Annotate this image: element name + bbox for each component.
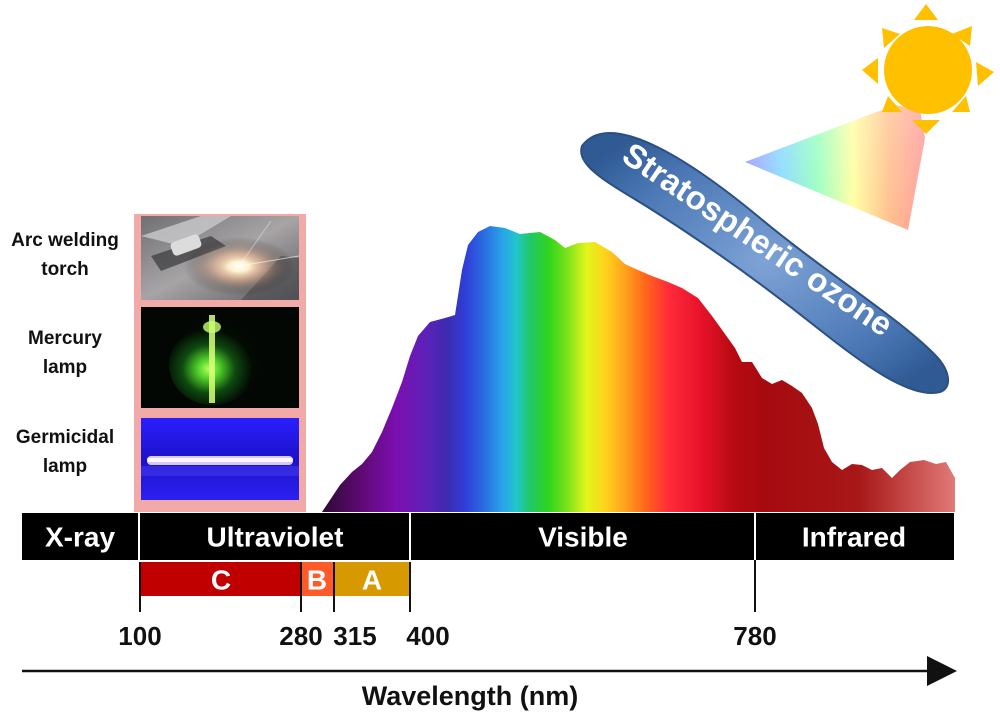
axis-title: Wavelength (nm) (362, 681, 579, 711)
uvc-label: C (211, 565, 231, 596)
band-bar (22, 513, 954, 560)
solar-spectrum-shape (322, 226, 955, 512)
xray-band-label: X-ray (45, 522, 115, 553)
uvb-label: B (307, 565, 327, 596)
tick-label-315: 315 (333, 621, 376, 651)
tick-label-400: 400 (406, 621, 449, 651)
mercury-lamp-label: Mercury lamp (28, 328, 102, 378)
tick-label-100: 100 (118, 621, 161, 651)
arc-welding-label: Arc welding torch (11, 230, 119, 280)
ultraviolet-band-label: Ultraviolet (207, 522, 344, 553)
tick-label-780: 780 (733, 621, 776, 651)
visible-band-label: Visible (538, 522, 628, 553)
mercury-lamp-photo (141, 307, 299, 408)
uva-band (334, 562, 410, 596)
tick-label-280: 280 (279, 621, 322, 651)
arc-welding-photo (141, 216, 299, 300)
uvb-band (301, 562, 334, 596)
uva-label: A (362, 565, 382, 596)
tick-lines (139, 560, 756, 612)
infrared-band-label: Infrared (802, 522, 906, 553)
uvc-band (140, 562, 301, 596)
sun-icon (862, 4, 994, 134)
germicidal-lamp-photo (141, 418, 299, 500)
germicidal-lamp-label: Germicidal lamp (15, 427, 115, 477)
